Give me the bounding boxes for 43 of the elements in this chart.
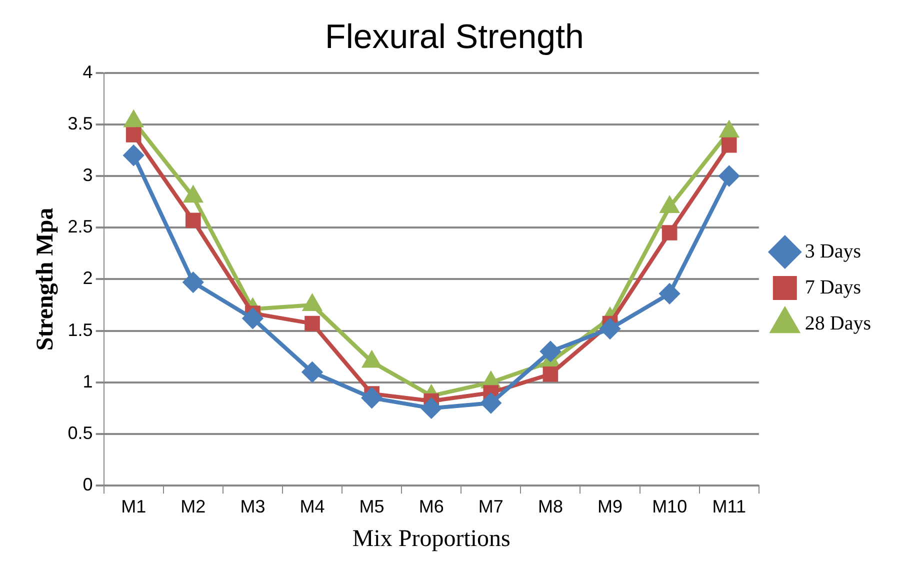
y-tick-label: 2 [82, 268, 93, 288]
x-tick-label: M9 [598, 496, 623, 516]
chart-title: Flexural Strength [325, 18, 584, 56]
x-tick-label: M10 [652, 496, 688, 516]
point [480, 393, 501, 414]
x-tick-label: M6 [418, 496, 444, 516]
x-tick-label: M8 [538, 496, 563, 516]
point [183, 272, 204, 292]
y-tick-label: 0 [82, 474, 93, 495]
y-tick-label: 3.5 [68, 113, 93, 134]
y-tick-label: 2.5 [68, 216, 93, 237]
point [185, 212, 201, 228]
y-tick-label: 4 [82, 62, 93, 82]
x-tick-label: M1 [121, 496, 146, 516]
legend-label: 3 Days [804, 240, 862, 262]
legend-label: 28 Days [804, 312, 872, 334]
x-tick-label: M2 [180, 496, 206, 516]
y-tick-label: 0.5 [68, 422, 93, 443]
point [302, 362, 322, 382]
point [600, 318, 620, 339]
point [124, 145, 144, 166]
x-tick-label: M3 [240, 496, 266, 516]
point [719, 166, 740, 186]
y-tick-label: 1 [82, 371, 93, 392]
point [542, 366, 558, 382]
y-tick-label: 1.5 [68, 320, 93, 340]
point [662, 225, 678, 240]
legend-label: 7 Days [804, 276, 862, 298]
point [540, 341, 560, 362]
point [362, 388, 382, 408]
x-tick-label: M11 [712, 496, 746, 516]
point [242, 308, 263, 328]
x-tick-label: M4 [300, 496, 325, 516]
y-tick-label: 3 [82, 164, 93, 185]
x-tick-label: M7 [478, 496, 504, 516]
y-axis-title: Strength Mpa [32, 208, 59, 351]
point [660, 284, 680, 304]
point [421, 398, 442, 418]
point [126, 127, 142, 142]
x-tick-label: M5 [359, 496, 384, 516]
point [304, 316, 320, 332]
point [721, 137, 737, 153]
x-axis-title: Mix Proportions [352, 526, 510, 552]
